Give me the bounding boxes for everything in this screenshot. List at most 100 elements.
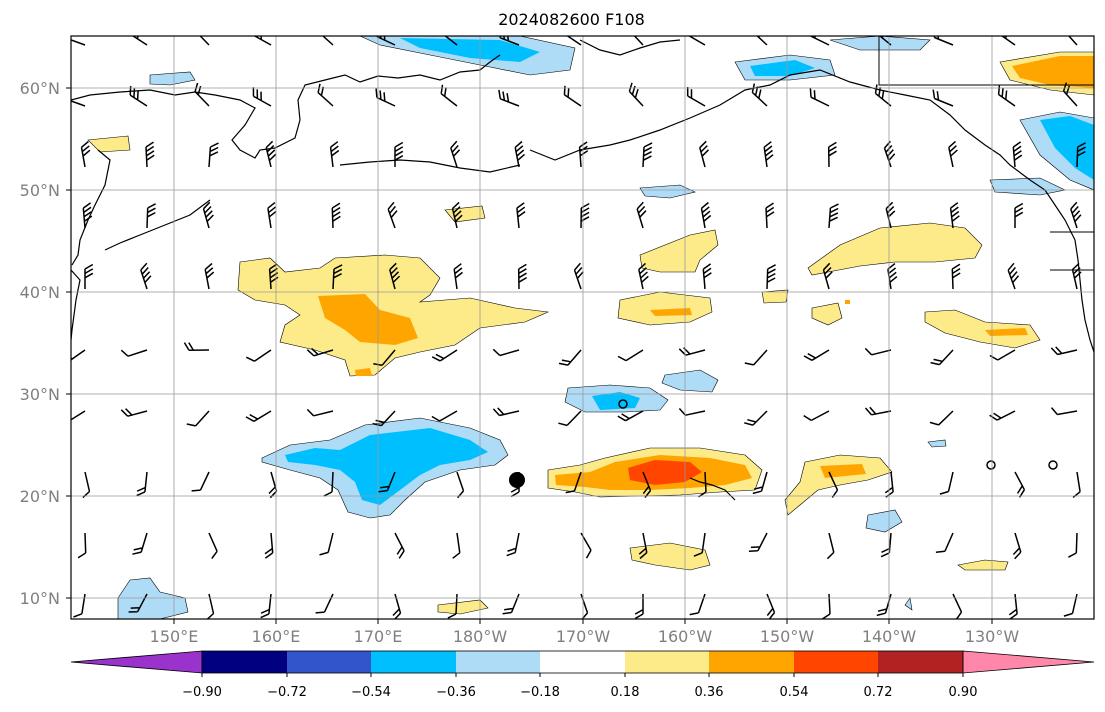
wind-barb xyxy=(252,87,272,107)
wind-barb xyxy=(700,201,712,229)
wind-barb xyxy=(194,82,210,107)
hawaii-islands xyxy=(689,477,736,501)
colorbar-segment xyxy=(709,651,794,673)
wind-barb xyxy=(146,203,156,229)
lat-label: 40°N xyxy=(20,283,60,302)
wind-barbs xyxy=(71,36,1086,619)
wind-barb xyxy=(828,203,839,229)
wind-barb xyxy=(1000,36,1016,46)
wind-barb xyxy=(952,593,963,619)
wind-barb xyxy=(145,141,155,168)
anomaly-region-negative xyxy=(865,509,903,533)
wind-barb xyxy=(810,36,830,46)
colorbar-segment xyxy=(625,651,709,673)
map-title: 2024082600 F108 xyxy=(498,10,645,29)
wind-barb xyxy=(120,349,148,357)
colorbar-extend-max xyxy=(962,650,1095,674)
lon-label: 180°W xyxy=(453,627,508,646)
wind-barb xyxy=(878,36,892,46)
wind-barb xyxy=(71,39,86,46)
low-center-marker xyxy=(618,399,628,409)
lon-label: 160°W xyxy=(658,627,713,646)
map-background xyxy=(71,36,1094,619)
aleutian-islands xyxy=(339,159,521,173)
colorbar-tick-label: 0.72 xyxy=(864,685,893,700)
wind-barb xyxy=(563,85,582,107)
anomaly-region-negative xyxy=(927,439,947,448)
longitude-labels: 150°E 160°E 170°E 180°W 170°W 160°W 150°… xyxy=(150,627,1020,646)
anomaly-region-negative xyxy=(904,597,913,611)
colorbar-extend-min xyxy=(70,650,203,674)
wind-barb xyxy=(951,263,961,290)
low-center-marker xyxy=(986,460,996,470)
anomaly-region-negative xyxy=(149,71,196,86)
wind-barb xyxy=(514,140,525,168)
wind-barb xyxy=(332,264,343,290)
wind-barb xyxy=(929,410,954,426)
lon-label: 160°E xyxy=(252,627,301,646)
wind-barb xyxy=(492,348,520,357)
wind-barb xyxy=(638,262,649,290)
wind-barb xyxy=(748,532,768,553)
anomaly-fills xyxy=(87,36,1094,619)
wind-barb xyxy=(1068,532,1078,558)
wind-barb xyxy=(989,349,1016,361)
wind-barb xyxy=(1050,346,1078,356)
low-center-marker xyxy=(1048,460,1058,470)
wind-barb xyxy=(199,36,210,46)
wind-barb xyxy=(77,532,87,559)
wind-barb xyxy=(949,202,960,229)
wind-barb xyxy=(803,410,830,422)
colorbar-tick-label: 0.90 xyxy=(949,685,978,700)
wind-barb xyxy=(826,532,835,560)
anomaly-region-strong-negative xyxy=(285,428,488,505)
wind-barb xyxy=(678,407,706,416)
wind-barb xyxy=(939,471,954,495)
wind-barb xyxy=(128,593,148,613)
wind-barb xyxy=(997,85,1016,107)
wind-barb xyxy=(932,89,954,107)
colorbar-tick-label: 0.18 xyxy=(611,685,640,700)
anomaly-region-negative xyxy=(639,184,696,199)
colorbar-segment xyxy=(287,651,371,673)
anomaly-region-positive xyxy=(629,542,711,571)
wind-barb xyxy=(1063,593,1078,617)
wind-barb xyxy=(191,471,210,492)
wind-barb xyxy=(822,262,833,290)
wind-barb xyxy=(617,349,644,362)
wind-barb xyxy=(376,36,396,46)
wind-barb xyxy=(452,532,461,559)
wind-barb xyxy=(689,593,706,616)
lon-label: 150°E xyxy=(150,627,199,646)
wind-barb xyxy=(394,532,405,559)
colorbar-tick-label: −0.36 xyxy=(436,685,476,700)
wind-barb xyxy=(84,263,94,289)
wind-barb xyxy=(82,471,91,499)
wind-barb xyxy=(693,532,706,557)
wind-barb xyxy=(756,36,768,46)
alaska-yukon-border xyxy=(878,36,1094,86)
wind-barb xyxy=(687,36,706,46)
wind-barb xyxy=(394,141,404,167)
lat-label: 60°N xyxy=(20,79,60,98)
anomaly-region-moderate-positive xyxy=(650,308,692,316)
wind-barb xyxy=(321,36,334,46)
colorbar xyxy=(70,650,1095,677)
bering-coastline xyxy=(579,39,681,56)
wind-barb xyxy=(1014,202,1024,228)
wind-barb xyxy=(132,532,148,555)
wind-barb xyxy=(809,88,830,107)
wind-barb xyxy=(447,593,458,619)
colorbar-segment xyxy=(371,651,456,673)
anomaly-region-strong-negative xyxy=(1040,116,1094,180)
wind-barb xyxy=(450,140,461,168)
anomaly-region-moderate-positive xyxy=(845,300,850,304)
anomaly-region-positive xyxy=(811,302,843,326)
wind-barb xyxy=(763,141,774,168)
wind-barb xyxy=(573,262,584,290)
wind-barb xyxy=(499,36,520,46)
wind-barb xyxy=(566,36,582,46)
colorbar-segment xyxy=(540,651,625,673)
wind-barb xyxy=(766,264,776,290)
